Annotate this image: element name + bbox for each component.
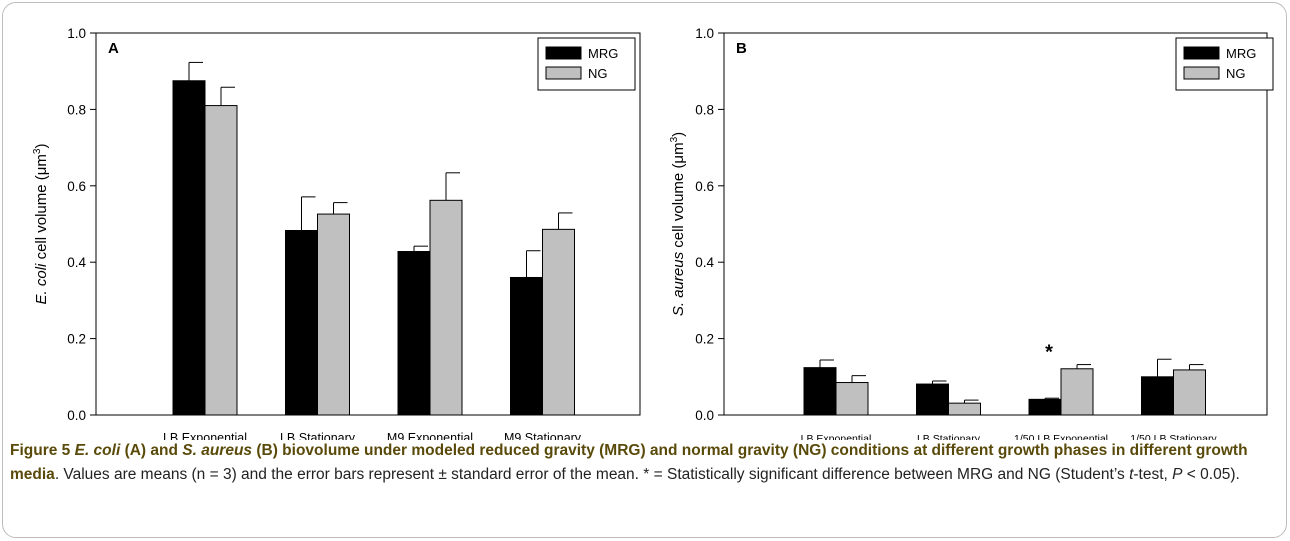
x-category-label: M9 Stationary	[504, 431, 582, 440]
y-tick-label: 0.0	[695, 408, 714, 423]
y-tick-label: 0.4	[695, 255, 714, 270]
x-category-label: 1/50 LB Stationary	[1130, 433, 1217, 440]
legend: MRG NG	[537, 37, 636, 91]
legend-swatch-ng	[1183, 66, 1220, 80]
y-tick-label: 0.2	[67, 332, 86, 347]
y-axis-label-italic: E. coli	[33, 263, 50, 305]
caption-text-part: -test,	[1133, 466, 1173, 483]
caption-text-part: P	[1172, 466, 1183, 483]
bar-mrg	[916, 383, 949, 416]
legend-swatch-mrg	[1183, 46, 1220, 60]
x-category-label: LB Exponential	[801, 433, 872, 440]
bar-ng	[1060, 368, 1094, 416]
legend-label-ng: NG	[588, 66, 608, 81]
y-axis-label: S. aureus cell volume (μm3)	[669, 132, 687, 316]
y-tick-label: 0.4	[67, 255, 86, 270]
y-tick-label: 1.0	[695, 26, 714, 41]
plot-frame	[723, 32, 1268, 416]
caption-text-part: S. aureus	[182, 442, 253, 459]
caption-text-part: < 0.05).	[1182, 466, 1240, 483]
bar-ng	[1173, 369, 1206, 416]
bar-mrg	[397, 251, 431, 416]
figure-caption: Figure 5 E. coli (A) and S. aureus (B) b…	[10, 439, 1278, 487]
legend: MRG NG	[1175, 37, 1274, 91]
bar-ng	[204, 105, 238, 416]
panel-letter: A	[108, 40, 119, 57]
legend-label-mrg: MRG	[1226, 46, 1256, 61]
caption-text-part: (A) and	[120, 442, 183, 459]
legend-frame	[1175, 37, 1274, 91]
panel-letter: B	[736, 40, 747, 57]
bar-mrg	[1141, 376, 1174, 416]
bar-ng	[835, 382, 869, 416]
legend-label-mrg: MRG	[588, 46, 618, 61]
y-axis-label-text: cell volume (μm	[670, 142, 687, 252]
x-category-label: LB Stationary	[917, 433, 981, 440]
y-axis-label-text: cell volume (μm	[33, 154, 50, 264]
x-category-label: LB Exponential	[163, 431, 247, 440]
bar-mrg	[1028, 398, 1062, 416]
figure-caption-body: . Values are means (n = 3) and the error…	[55, 466, 1240, 483]
legend-frame	[537, 37, 636, 91]
caption-text-part: E. coli	[74, 442, 121, 459]
y-tick-label: 0.8	[67, 102, 86, 117]
charts-svg: 0.0 0.2 0.4 0.6 0.8 1.0 E. coli cell volume (μ…	[32, 26, 1274, 440]
bar-ng	[317, 213, 350, 416]
y-tick-label: 0.8	[695, 102, 714, 117]
y-tick-label: 0.0	[67, 408, 86, 423]
y-axis-label-close: )	[670, 132, 687, 137]
y-tick-label: 0.2	[695, 332, 714, 347]
bar-ng	[429, 199, 463, 416]
y-tick-label: 0.6	[67, 179, 86, 194]
y-axis-label-superscript: 3	[32, 148, 43, 154]
chart-panel-b: 0.0 0.2 0.4 0.6 0.8 1.0 S. aureus cell volume …	[669, 26, 1274, 440]
caption-text-part: t	[1129, 466, 1134, 483]
significance-marker: *	[1045, 342, 1053, 364]
bar-ng	[542, 228, 575, 416]
y-axis-label-italic: S. aureus	[670, 251, 687, 316]
caption-text-part: (B) biovolume under modeled reduced grav…	[10, 442, 1248, 483]
x-category-label: M9 Exponential	[387, 431, 473, 440]
bar-mrg	[803, 367, 837, 416]
bar-ng	[948, 402, 981, 416]
bar-mrg	[285, 229, 318, 416]
y-axis-label-superscript: 3	[669, 136, 680, 142]
bar-mrg	[510, 276, 543, 416]
y-axis-label: E. coli cell volume (μm3)	[32, 144, 50, 305]
y-tick-label: 1.0	[67, 26, 86, 41]
caption-text-part: . Values are means (n = 3) and the error…	[54, 466, 1130, 483]
plot-frame	[95, 32, 641, 416]
figure-title: E. coli (A) and S. aureus (B) biovolume …	[10, 442, 1248, 483]
y-tick-label: 0.6	[695, 179, 714, 194]
chart-panel-a: 0.0 0.2 0.4 0.6 0.8 1.0 E. coli cell volume (μ…	[32, 26, 641, 440]
legend-label-ng: NG	[1226, 66, 1246, 81]
x-category-label: 1/50 LB Exponential	[1014, 433, 1108, 440]
legend-swatch-ng	[545, 66, 582, 80]
bar-mrg	[172, 80, 206, 416]
x-category-label: LB Stationary	[280, 431, 356, 440]
figure-label: Figure 5	[10, 442, 71, 459]
y-axis-label-close: )	[33, 144, 50, 149]
legend-swatch-mrg	[545, 46, 582, 60]
